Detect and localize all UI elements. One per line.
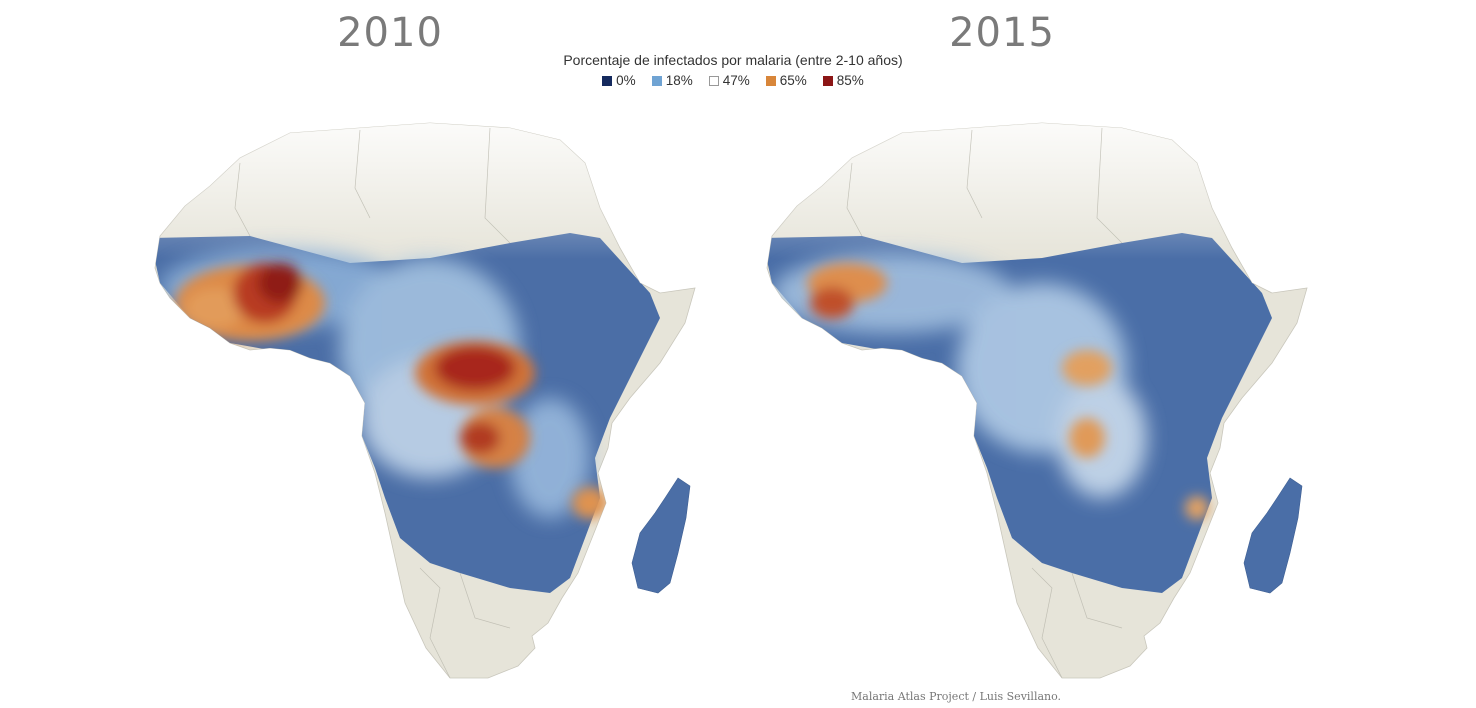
legend-swatch-65 [765,75,776,86]
legend-item-47: 47% [708,73,750,88]
legend-label-47: 47% [722,73,750,88]
year-2010-title: 2010 [337,10,443,56]
legend-label-18: 18% [665,73,693,88]
africa-land-2015 [766,122,1308,679]
legend-title: Porcentaje de infectados por malaria (en… [563,52,903,68]
legend-item-65: 65% [765,73,807,88]
legend-label-0: 0% [616,73,636,88]
legend-item-85: 85% [822,73,864,88]
map-2015 [766,122,1308,679]
legend-label-85: 85% [836,73,864,88]
map-2010 [154,122,696,679]
legend-swatch-0 [602,75,613,86]
legend-swatch-18 [651,75,662,86]
legend-label-65: 65% [779,73,807,88]
legend: Porcentaje de infectados por malaria (en… [483,52,983,88]
legend-item-18: 18% [651,73,693,88]
legend-item-0: 0% [602,73,636,88]
madagascar-2015 [1243,477,1303,594]
madagascar-2010 [631,477,691,594]
legend-swatch-47 [708,75,719,86]
source-credit: Malaria Atlas Project / Luis Sevillano. [851,690,1062,703]
year-2015-title: 2015 [949,10,1055,56]
legend-swatch-85 [822,75,833,86]
africa-land-2010 [154,122,696,679]
